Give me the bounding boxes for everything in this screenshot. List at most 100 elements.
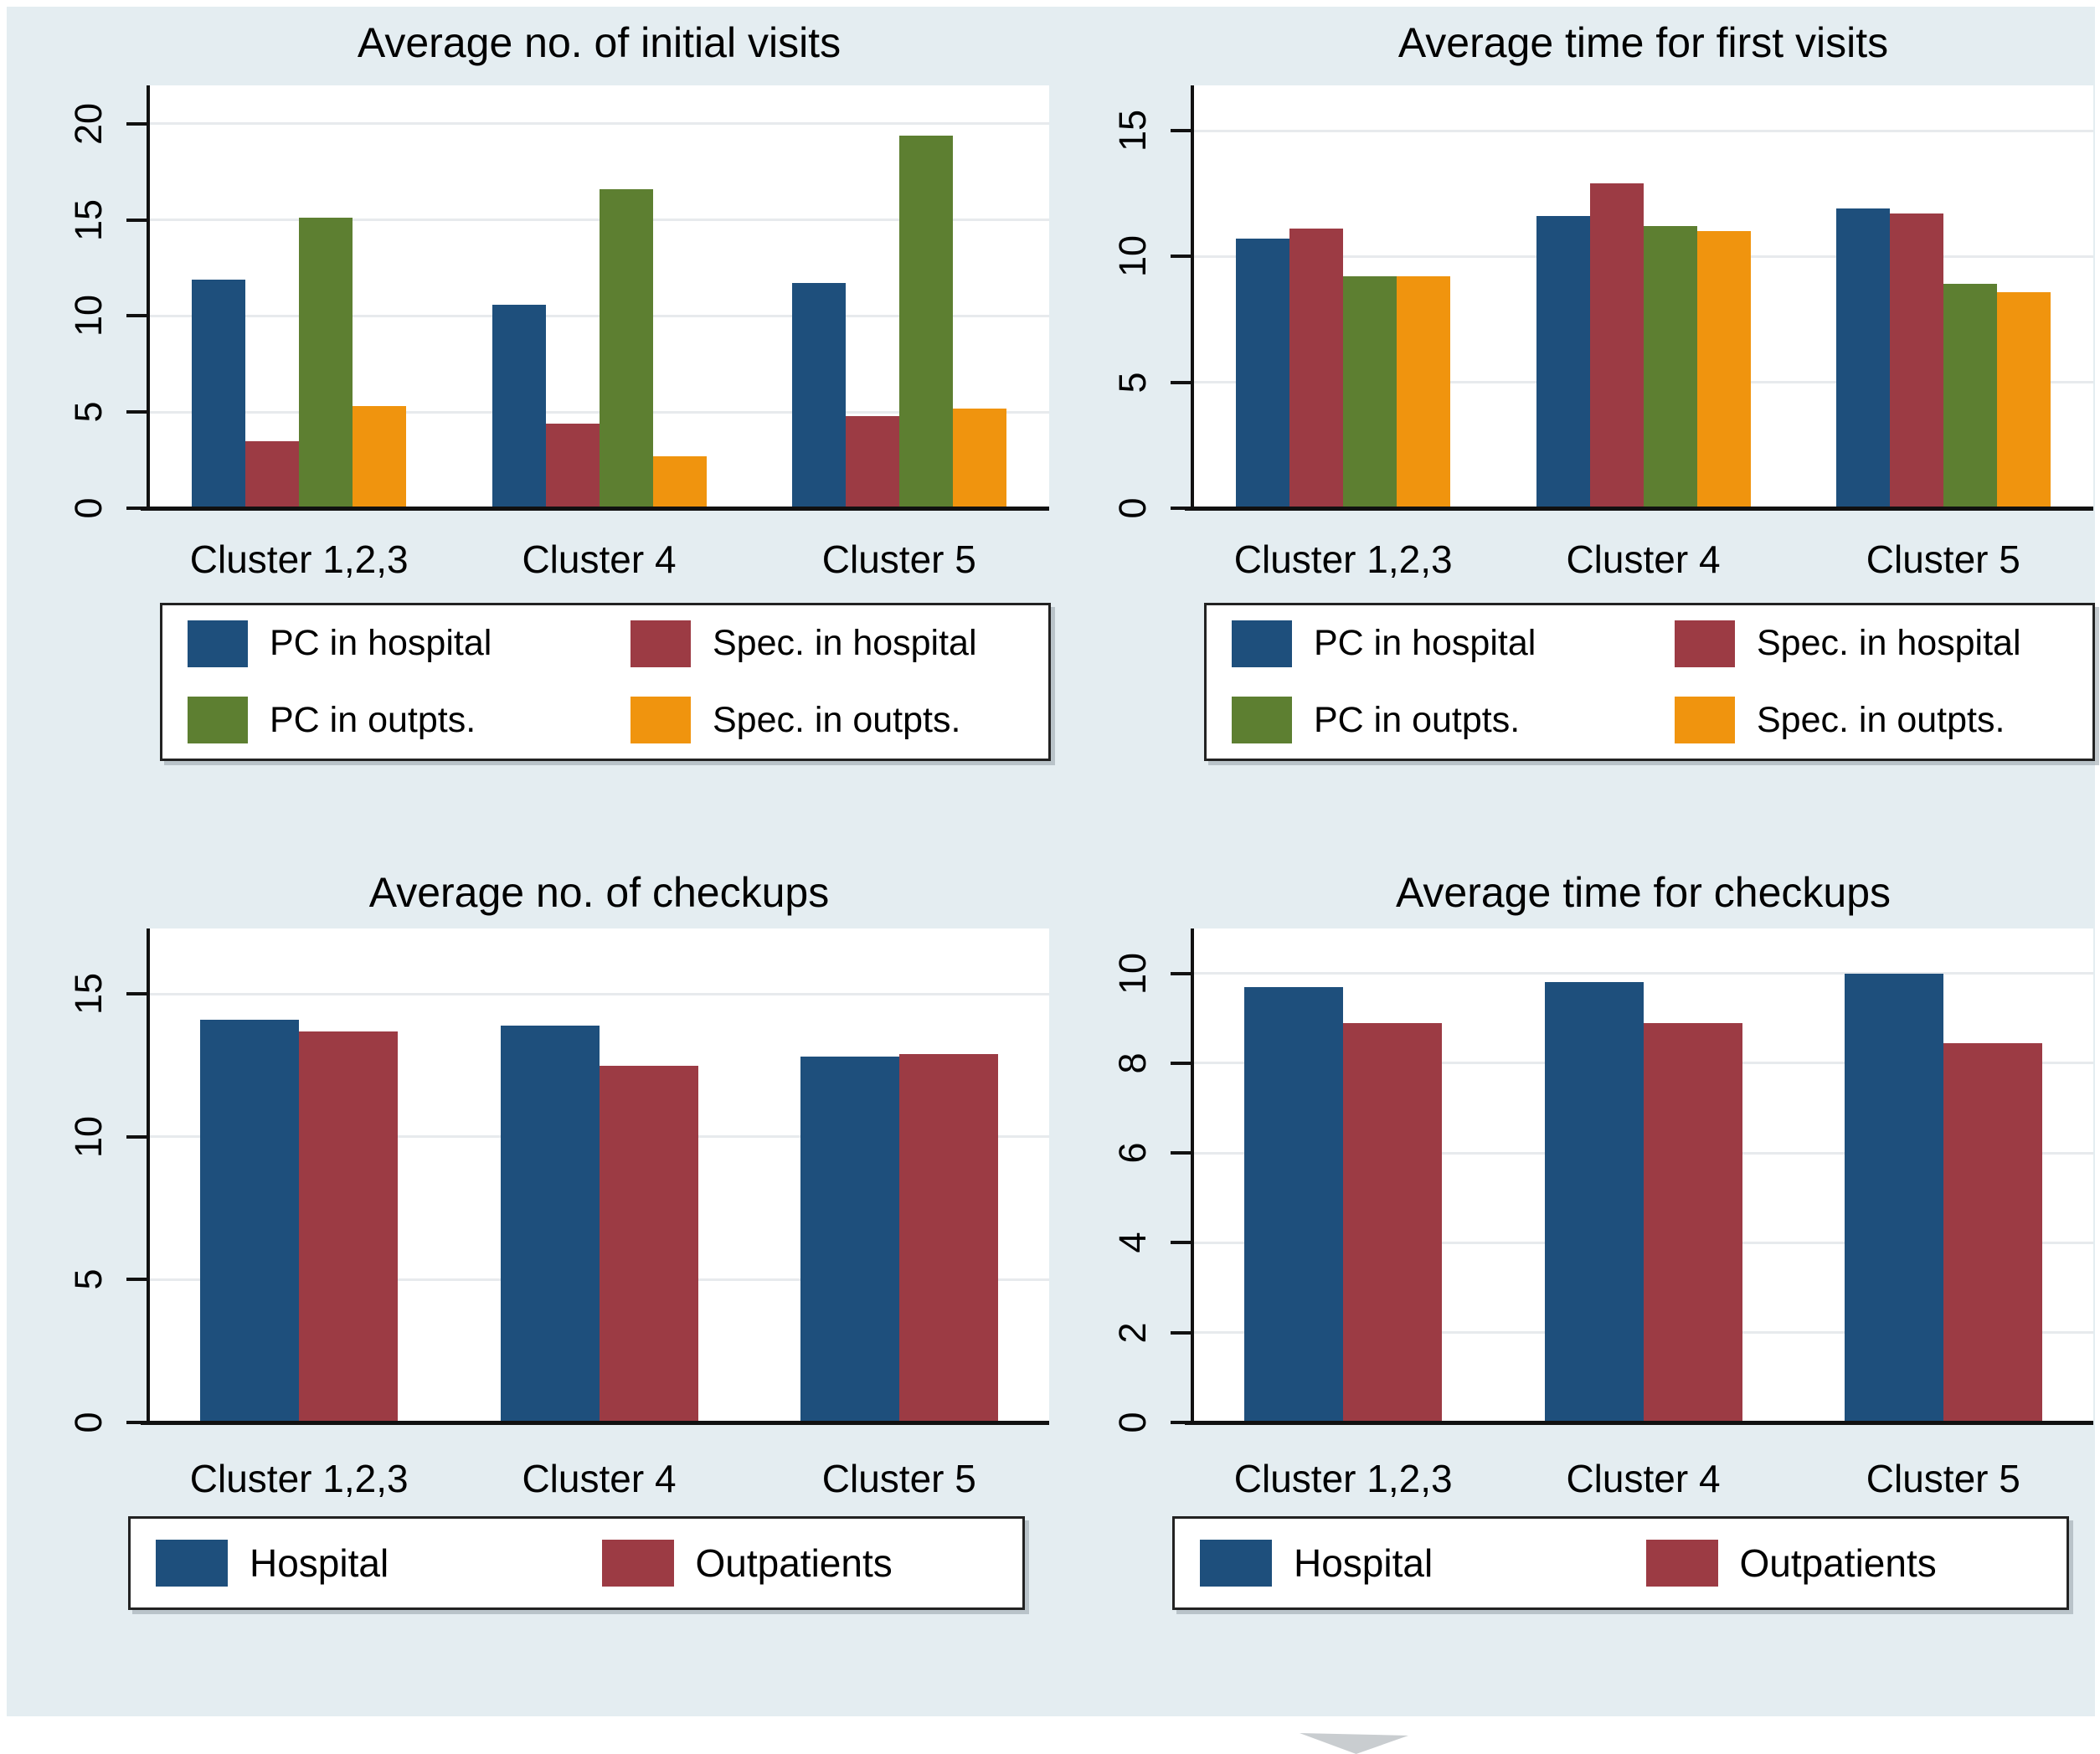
bar-pc-in-outpts--cat1 [599,188,653,508]
legend-label: Spec. in hospital [1757,623,2021,664]
y-axis-tick-label: 2 [1111,1322,1154,1344]
y-axis-tick-label: 15 [67,198,110,241]
legend-label: PC in hospital [1314,623,1536,664]
legend-box: PC in hospital Spec. in hospital PC in out… [1204,603,2095,761]
chart-title: Average time for checkups [1395,869,1892,916]
y-axis-tick [126,121,147,126]
legend-swatch [631,697,691,744]
legend-label: Spec. in outpts. [713,699,961,740]
y-axis-tick-label: 0 [67,497,110,519]
bar-outpatients-cat2 [898,1054,998,1422]
bar-hospital-cat1 [500,1025,600,1422]
bar-pc-in-hospital-cat2 [1835,208,1890,508]
legend-label: Outpatients [1739,1541,1937,1585]
legend-swatch [156,1540,228,1587]
x-category-label: Cluster 5 [1866,538,2020,581]
legend-item: PC in hospital [162,620,605,667]
plot-area: Cluster 1,2,3 Cluster 4 Cluster 5 0 5 10 15 [67,928,1049,1500]
bar-spec-in-hospital-cat1 [1589,183,1644,508]
bar-spec-in-hospital-cat0 [245,440,300,508]
x-category-label: Cluster 5 [821,1457,976,1500]
y-axis-line [147,85,150,508]
legend-item: Hospital [131,1540,577,1587]
legend-swatch [631,620,691,667]
legend-item: Spec. in hospital [1650,620,2092,667]
bar-pc-in-hospital-cat1 [1536,216,1590,508]
y-axis-line [1191,85,1194,508]
bar-hospital-cat0 [1244,986,1344,1422]
x-category-label: Cluster 4 [522,1457,677,1500]
legend-label: PC in hospital [270,623,492,664]
y-axis-tick [1171,380,1191,384]
bar-outpatients-cat0 [299,1031,399,1422]
y-axis-line [147,928,150,1422]
y-axis-tick [126,218,147,222]
bar-pc-in-hospital-cat2 [791,283,846,508]
legend-item: PC in outpts. [1207,697,1650,744]
bar-spec-in-hospital-cat0 [1289,229,1344,508]
legend-item: Outpatients [1621,1540,2067,1587]
legend-swatch [1232,697,1292,744]
plot-area: Cluster 1,2,3 Cluster 4 Cluster 5 0 5 10 15 [1111,85,2093,581]
x-axis-line [1185,507,2093,511]
bar-outpatients-cat1 [1643,1022,1742,1422]
legend-label: Hospital [250,1541,389,1585]
y-axis-tick [1171,129,1191,133]
bar-spec-in-outpts--cat2 [952,408,1006,508]
bar-spec-in-outpts--cat1 [1696,231,1751,508]
bar-pc-in-outpts--cat0 [1343,276,1397,508]
gridline-y-15 [1193,129,2093,132]
y-axis-tick [126,1421,147,1424]
legend-box: Hospital Outpatients [1172,1516,2069,1610]
y-axis-tick-label: 0 [67,1412,110,1433]
y-axis-tick [1171,1241,1191,1245]
x-category-label: Cluster 1,2,3 [1233,1457,1453,1500]
y-axis-line [1191,928,1194,1422]
x-category-label: Cluster 5 [821,538,976,581]
bar-outpatients-cat1 [599,1065,698,1422]
y-axis-tick [1171,255,1191,259]
watermark-triangle [1300,1733,1408,1754]
bar-spec-in-outpts--cat0 [1397,276,1451,508]
y-axis-tick-label: 0 [1111,1412,1154,1433]
chart-title: Average no. of initial visits [357,19,842,66]
y-axis-tick-label: 5 [1111,372,1154,393]
bar-hospital-cat2 [800,1057,899,1422]
legend-swatch [1645,1540,1718,1587]
x-category-label: Cluster 1,2,3 [1233,538,1453,581]
gridline-y-20 [149,122,1049,126]
bar-pc-in-hospital-cat0 [1236,239,1290,508]
y-axis-tick-label: 10 [67,1115,110,1158]
y-axis-tick-label: 4 [1111,1232,1154,1253]
bar-pc-in-hospital-cat1 [492,304,546,508]
y-axis-tick-label: 15 [1111,110,1154,152]
bar-pc-in-outpts--cat1 [1643,226,1697,508]
bar-spec-in-outpts--cat0 [353,406,407,508]
legend-swatch [188,620,248,667]
bar-hospital-cat1 [1544,982,1644,1422]
y-axis-tick-label: 10 [1111,235,1154,278]
y-axis-tick [1171,1421,1191,1424]
y-axis-tick-label: 5 [67,1268,110,1290]
plot-area: Cluster 1,2,3 Cluster 4 Cluster 5 0 2 4 6 8 10 [1111,928,2093,1500]
x-category-label: Cluster 4 [1566,1457,1721,1500]
legend-item: Spec. in outpts. [1650,697,2092,744]
y-axis-tick [1171,971,1191,975]
y-axis-tick [126,1134,147,1139]
y-axis-tick-label: 6 [1111,1142,1154,1164]
y-axis-tick-label: 15 [67,973,110,1016]
y-axis-tick [1171,507,1191,510]
legend-label: PC in outpts. [1314,699,1521,740]
bar-pc-in-hospital-cat0 [192,279,246,508]
x-category-label: Cluster 1,2,3 [189,538,409,581]
y-axis-tick-label: 0 [1111,497,1154,519]
y-axis-tick-label: 20 [67,102,110,145]
y-axis-tick [126,1278,147,1282]
gridline-y-10 [1193,972,2093,975]
x-category-label: Cluster 4 [1566,538,1721,581]
chart-title: Average time for first visits [1397,19,1889,66]
legend-swatch [188,697,248,744]
bar-spec-in-outpts--cat1 [652,456,707,508]
legend-label: Spec. in outpts. [1757,699,2005,740]
